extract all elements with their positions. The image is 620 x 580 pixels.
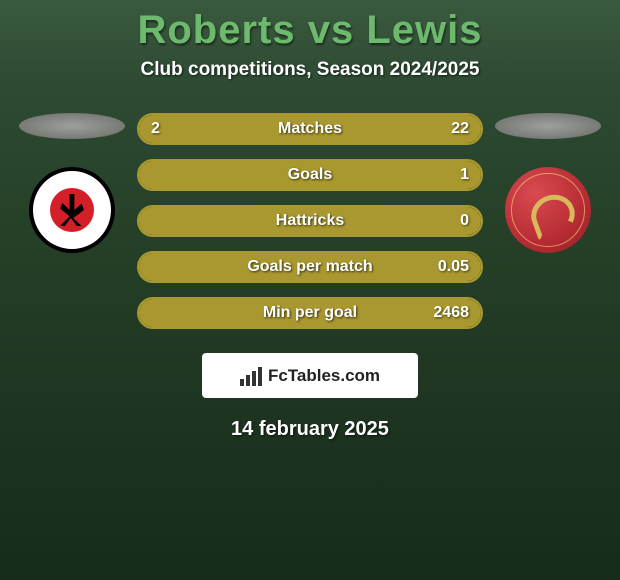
right-side xyxy=(493,113,603,253)
stat-value-right: 22 xyxy=(451,120,469,138)
stat-bars: 2 Matches 22 Goals 1 Hattricks 0 Goals per matc… xyxy=(137,113,483,343)
right-club-badge xyxy=(505,167,591,253)
brand-text: FcTables.com xyxy=(268,366,380,386)
stat-value-right: 2468 xyxy=(433,304,469,322)
stat-row: Goals 1 xyxy=(137,159,483,191)
date-label: 14 february 2025 xyxy=(0,418,620,441)
stat-label: Hattricks xyxy=(276,212,344,230)
stat-value-left: 2 xyxy=(151,120,160,138)
left-side xyxy=(17,113,127,253)
stat-label: Min per goal xyxy=(263,304,357,322)
stat-value-right: 0 xyxy=(460,212,469,230)
stat-row: Hattricks 0 xyxy=(137,205,483,237)
comparison-panel: 2 Matches 22 Goals 1 Hattricks 0 Goals per matc… xyxy=(0,113,620,343)
stat-label: Matches xyxy=(278,120,342,138)
page-title: Roberts vs Lewis xyxy=(0,0,620,53)
stat-row: 2 Matches 22 xyxy=(137,113,483,145)
brand-chart-icon xyxy=(240,366,262,386)
stat-row: Goals per match 0.05 xyxy=(137,251,483,283)
right-badge-emblem xyxy=(527,191,569,229)
subtitle: Club competitions, Season 2024/2025 xyxy=(0,59,620,81)
left-club-badge xyxy=(29,167,115,253)
stat-row: Min per goal 2468 xyxy=(137,297,483,329)
stat-label: Goals per match xyxy=(247,258,372,276)
brand-box: FcTables.com xyxy=(202,353,418,398)
left-player-silhouette xyxy=(19,113,125,139)
left-badge-inner xyxy=(50,188,94,232)
stat-value-right: 0.05 xyxy=(438,258,469,276)
stat-value-right: 1 xyxy=(460,166,469,184)
stat-label: Goals xyxy=(288,166,332,184)
right-player-silhouette xyxy=(495,113,601,139)
